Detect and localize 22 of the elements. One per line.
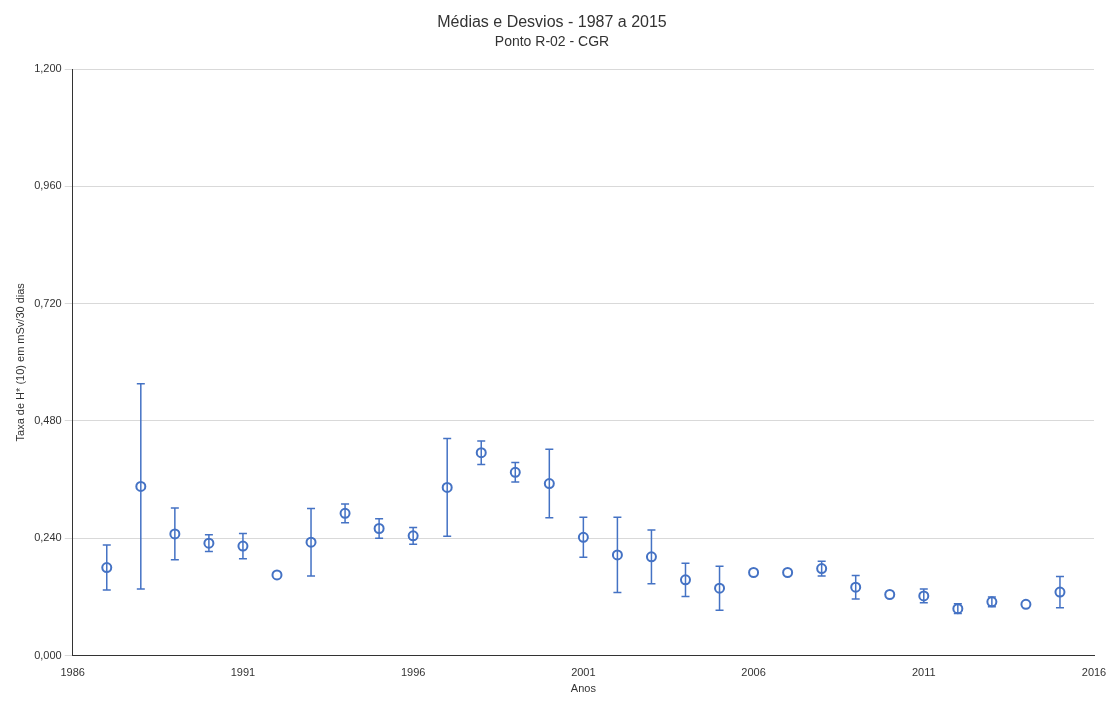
x-tick-label: 1991 [230,666,256,679]
point [782,567,794,578]
x-tick-label: 1996 [400,666,426,679]
point [748,567,760,578]
y-tick-label: 0,720 [34,296,62,309]
chart-title: Médias e Desvios - 1987 a 2015 [437,13,667,31]
x-tick-label: 2001 [571,666,596,679]
chart-subtitle: Ponto R-02 - CGR [494,33,610,50]
x-tick-label: 1986 [60,666,85,679]
y-axis-title: Taxa de H* (10) em mSv/30 dias [13,282,26,442]
y-tick-label: 0,960 [34,179,62,192]
x-axis-title: Anos [570,682,597,695]
y-tick-label: 1,200 [34,62,62,75]
y-tick-label: 0,240 [34,531,62,544]
point [271,569,283,581]
point [1020,598,1032,610]
y-tick-label: 0,000 [34,648,62,661]
point [884,589,896,600]
x-tick-label: 2011 [911,666,936,679]
x-tick-label: 2006 [741,666,766,679]
y-tick-label: 0,480 [34,413,62,426]
x-tick-label: 2016 [1081,666,1107,679]
